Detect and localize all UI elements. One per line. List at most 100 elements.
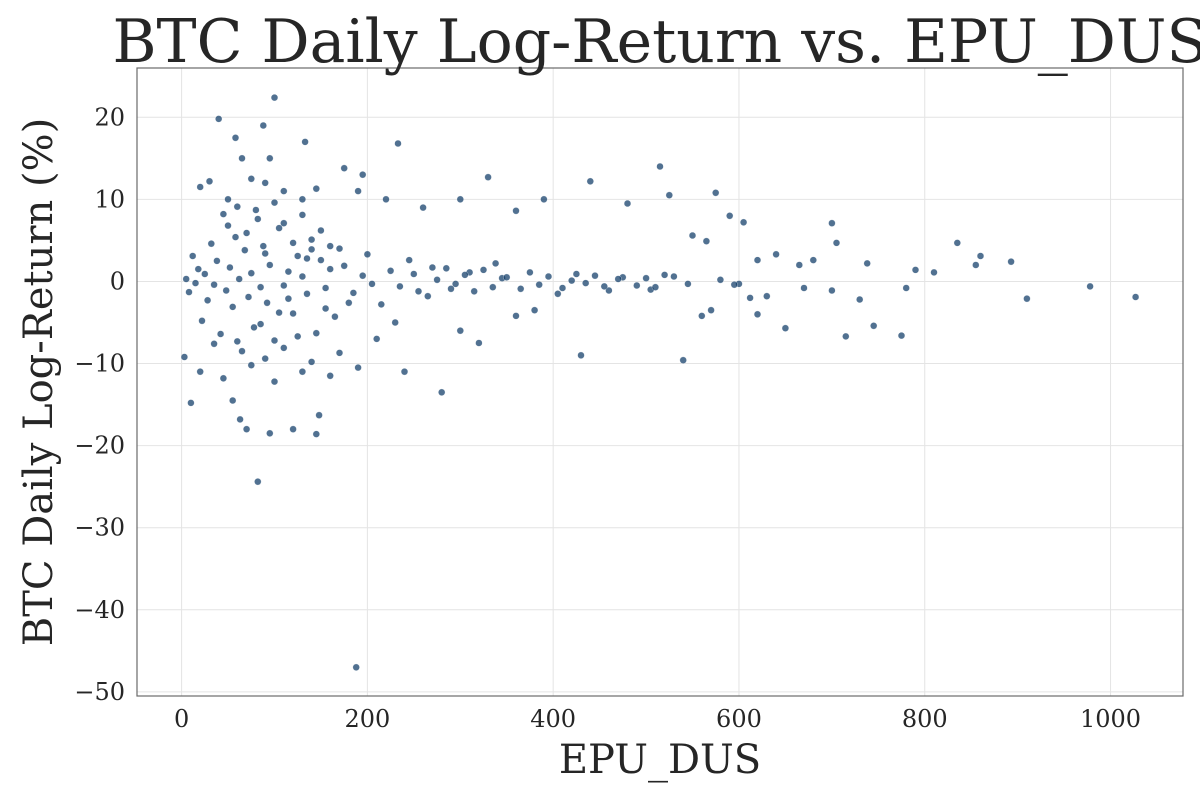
scatter-point [633, 281, 641, 290]
grid-lines [137, 68, 1183, 696]
scatter-point [266, 261, 274, 269]
scatter-point [605, 286, 613, 295]
scatter-point [972, 261, 980, 269]
x-axis-label: EPU_DUS [559, 737, 761, 783]
scatter-point [438, 388, 446, 396]
scatter-point [326, 265, 334, 273]
scatter-point [484, 173, 492, 181]
scatter-point [261, 354, 269, 363]
plot-frame [136, 67, 1184, 697]
scatter-point [396, 282, 404, 291]
scatter-point [242, 425, 251, 433]
scatter-point [746, 294, 754, 302]
scatter-point [326, 242, 334, 250]
scatter-point [345, 299, 353, 307]
scatter-point [215, 115, 223, 123]
scatter-point [321, 284, 330, 292]
scatter-point [182, 275, 190, 283]
y-tick-label: 0 [110, 267, 125, 295]
scatter-point [763, 292, 771, 300]
scatter-point [231, 233, 240, 241]
scatter-point [702, 237, 711, 245]
scatter-point [656, 162, 664, 171]
scatter-point [410, 270, 418, 278]
scatter-point [263, 299, 271, 307]
scatter-point [235, 275, 243, 283]
scatter-point [303, 290, 311, 298]
scatter-point [280, 344, 288, 352]
scatter-point [897, 331, 906, 340]
scatter-point [326, 372, 334, 380]
scatter-point [684, 280, 692, 288]
scatter-point [424, 292, 432, 300]
y-tick-label: −20 [74, 432, 125, 460]
scatter-point [582, 279, 590, 287]
scatter-point [976, 252, 985, 260]
scatter-point [307, 358, 316, 366]
scatter-point [244, 293, 253, 301]
y-tick-labels: −50 −40 −30 −20 −10 0 10 20 [74, 103, 125, 706]
scatter-point [456, 327, 464, 335]
scatter-point [1007, 258, 1015, 266]
scatter-point [289, 239, 297, 247]
scatter-point [275, 224, 283, 232]
scatter-point [261, 249, 269, 258]
scatter-point [270, 93, 279, 102]
scatter-point [800, 284, 808, 292]
scatter-point [726, 212, 734, 220]
scatter-point [665, 191, 673, 199]
scatter-point [254, 215, 262, 223]
scatter-point [317, 256, 325, 264]
scatter-point [433, 276, 441, 284]
scatter-point [224, 221, 232, 230]
scatter-point [535, 281, 543, 289]
scatter-point [930, 268, 938, 277]
scatter-point [298, 368, 307, 376]
scatter-point [856, 295, 864, 304]
scatter-point [284, 295, 293, 303]
scatter-point [828, 219, 836, 227]
scatter-point [572, 270, 581, 278]
scatter-point [229, 303, 237, 311]
scatter-point [400, 368, 409, 376]
scatter-point [419, 203, 427, 212]
scatter-point [294, 332, 302, 341]
scatter-point [226, 263, 234, 272]
scatter-point [642, 274, 650, 282]
scatter-point [312, 185, 320, 193]
scatter-point [254, 478, 262, 486]
scatter-point [205, 177, 214, 185]
scatter-point [614, 275, 622, 283]
scatter-point [303, 254, 311, 263]
scatter-point [270, 377, 279, 386]
y-tick-label: 10 [94, 185, 125, 213]
scatter-point [447, 285, 455, 293]
scatter-point [428, 263, 437, 272]
scatter-point [238, 347, 246, 355]
scatter-point [953, 239, 961, 247]
scatter-point [294, 252, 302, 260]
scatter-point [189, 252, 197, 260]
scatter-point [870, 322, 878, 330]
scatter-point [670, 272, 678, 281]
x-tick-label: 200 [344, 705, 390, 733]
scatter-point [210, 340, 218, 348]
scatter-point [185, 288, 193, 296]
scatter-point [354, 363, 362, 372]
scatter-point [558, 284, 567, 292]
y-tick-label: −10 [74, 350, 125, 378]
scatter-point [298, 272, 307, 281]
scatter-point [475, 339, 483, 347]
scatter-point [377, 300, 385, 309]
scatter-point [259, 242, 267, 250]
scatter-point [270, 336, 279, 345]
y-axis-label: BTC Daily Log-Return (%) [16, 118, 62, 646]
scatter-point [707, 306, 715, 314]
scatter-point [363, 250, 372, 258]
scatter-point [236, 415, 244, 424]
scatter-point [479, 266, 488, 274]
scatter-point [340, 164, 348, 172]
scatter-point [241, 246, 249, 254]
scatter-point [219, 210, 228, 218]
